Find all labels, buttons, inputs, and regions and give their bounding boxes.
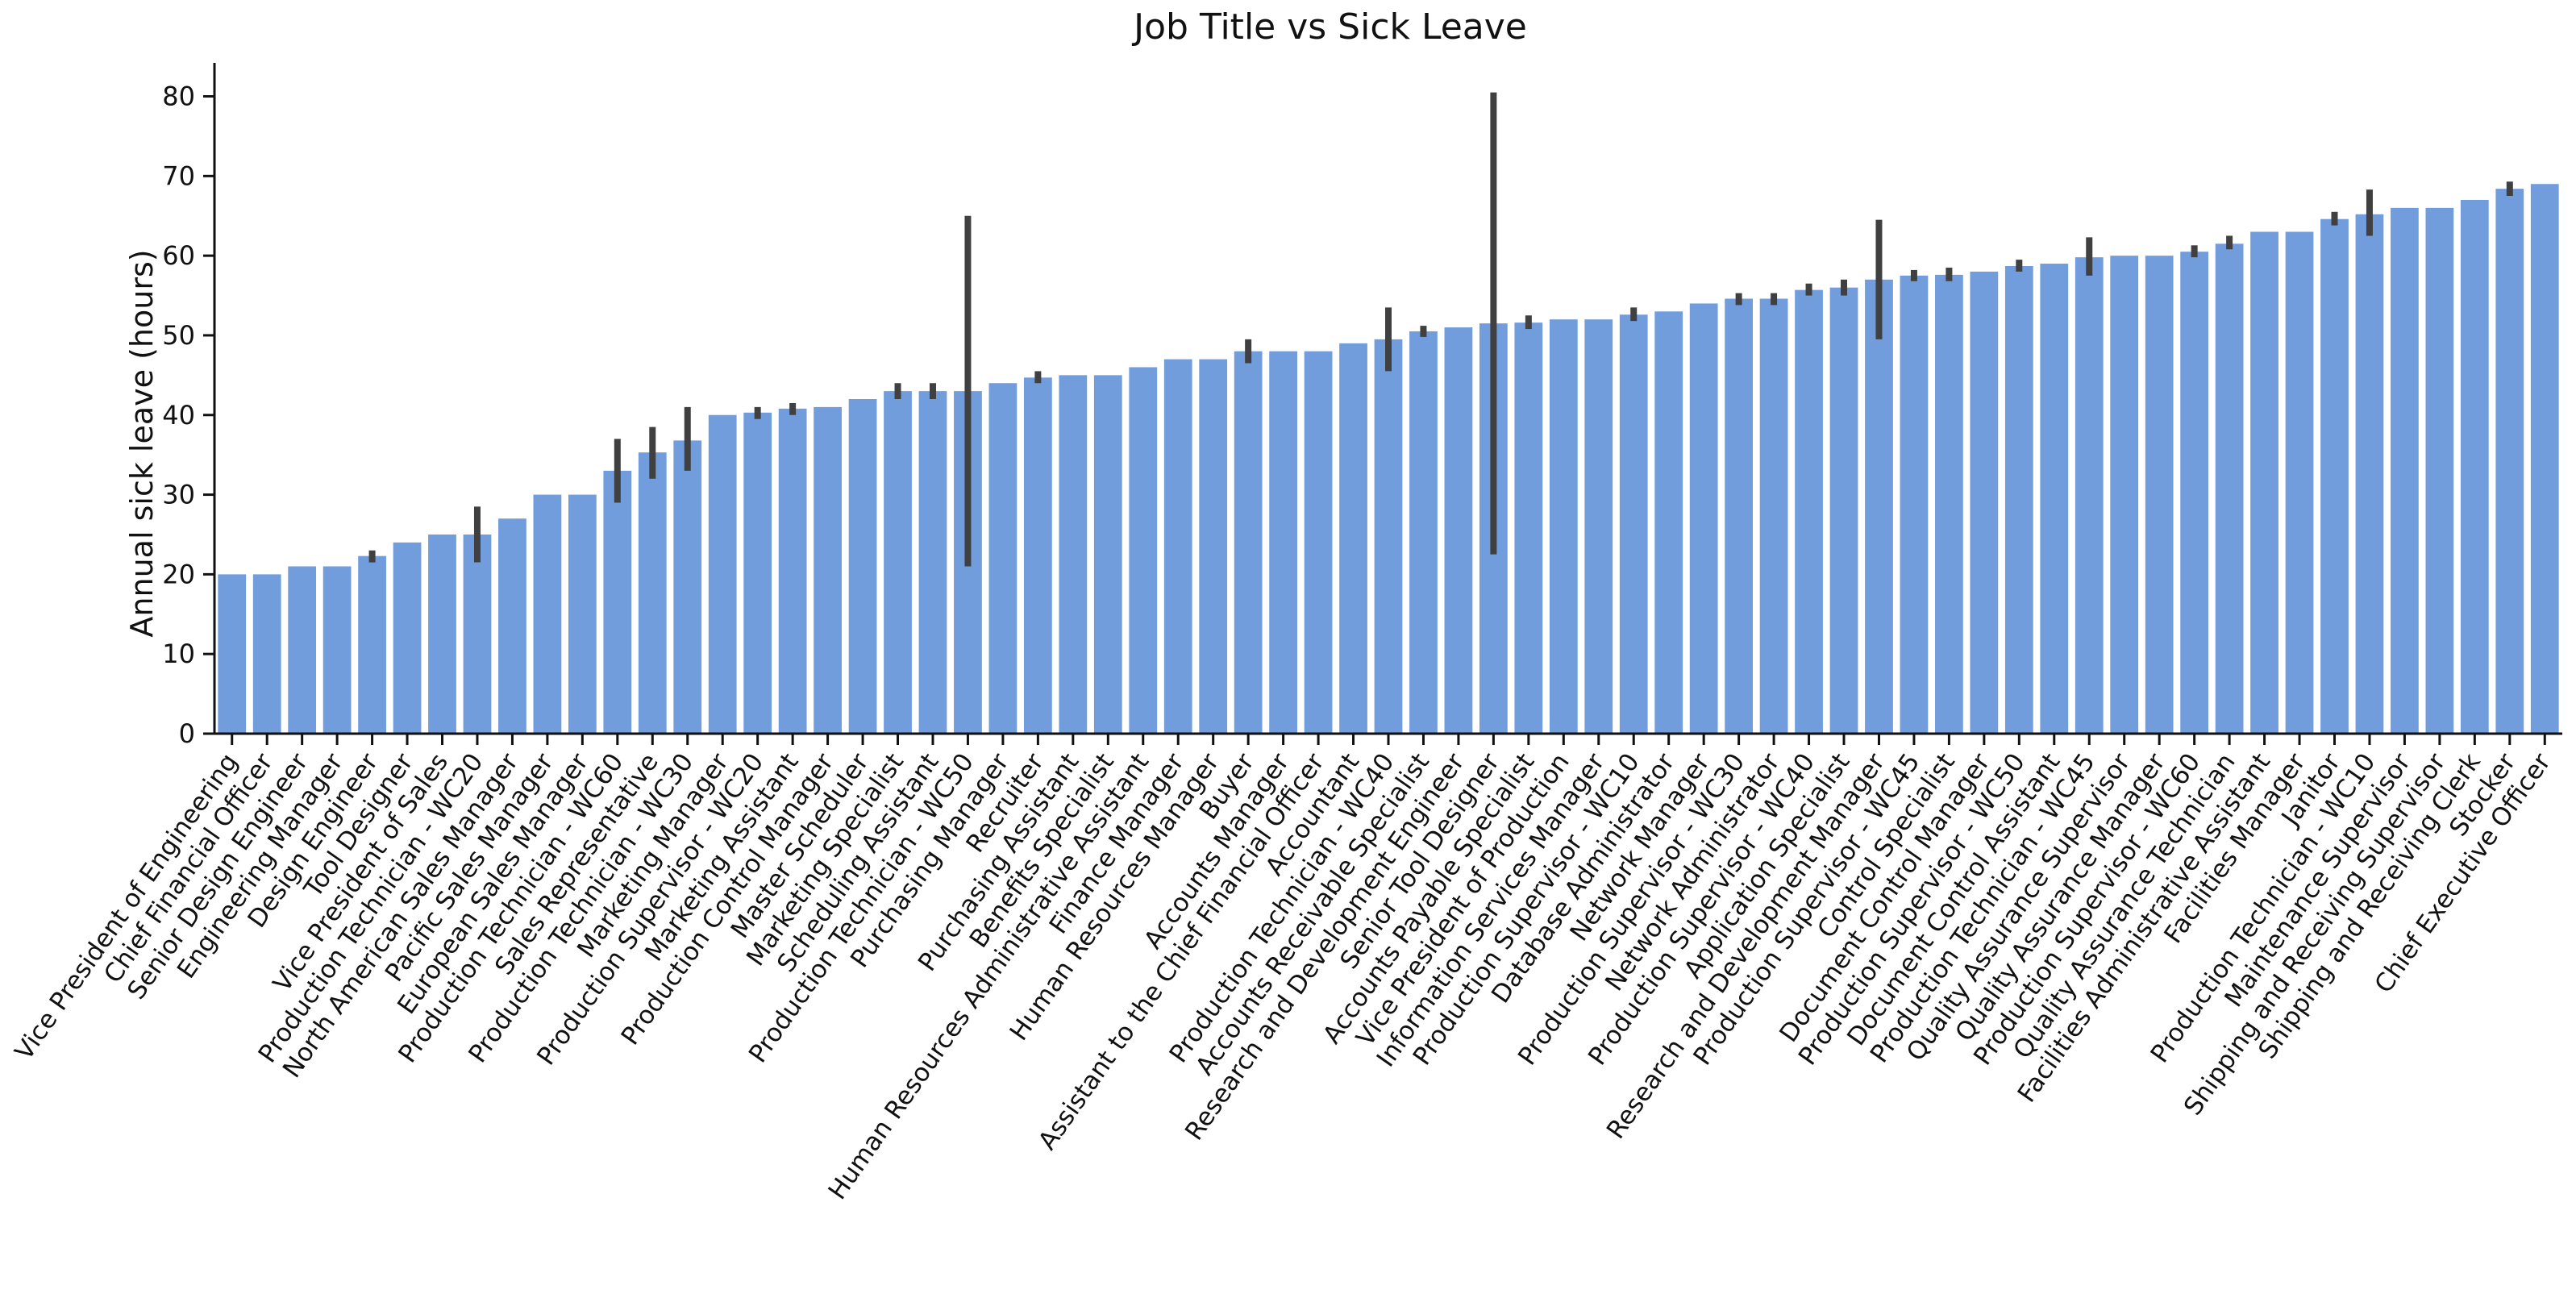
bar xyxy=(358,555,386,734)
bar xyxy=(1269,351,1297,734)
bar xyxy=(288,566,317,734)
y-tick-label: 0 xyxy=(179,718,195,749)
bar xyxy=(884,391,912,734)
bar xyxy=(778,408,807,734)
bar xyxy=(1163,359,1192,734)
bar xyxy=(2215,243,2244,734)
bars-group xyxy=(218,184,2559,734)
bar xyxy=(2391,207,2419,734)
bar xyxy=(1689,303,1718,734)
bar xyxy=(1795,289,1823,734)
y-tick-label: 30 xyxy=(162,480,195,510)
bar xyxy=(2004,265,2033,734)
bar xyxy=(1444,327,1473,734)
bar xyxy=(2110,256,2139,734)
y-ticks-group: 0 10 20 30 40 50 60 70 80 xyxy=(162,81,214,749)
bar xyxy=(218,574,247,734)
bar xyxy=(1409,331,1438,734)
bar xyxy=(638,452,667,734)
bar xyxy=(2355,214,2384,734)
bar xyxy=(1900,275,1929,734)
chart-title: Job Title vs Sick Leave xyxy=(1131,6,1527,48)
bar xyxy=(1093,375,1122,734)
bar xyxy=(2180,252,2209,734)
bar xyxy=(1725,298,1754,734)
bar xyxy=(428,534,456,734)
bar xyxy=(1970,271,1999,734)
bar xyxy=(2250,231,2278,734)
bar xyxy=(1339,343,1367,734)
y-tick-label: 60 xyxy=(162,240,195,271)
bar xyxy=(1865,279,1893,734)
bar xyxy=(2460,199,2489,734)
y-tick-label: 10 xyxy=(162,639,195,669)
bar xyxy=(1059,375,1088,734)
bar xyxy=(743,412,772,734)
bar xyxy=(1549,319,1578,734)
bar xyxy=(498,518,526,734)
bar xyxy=(988,383,1017,734)
bar xyxy=(1234,351,1263,734)
bar xyxy=(1514,322,1543,734)
bar xyxy=(2495,189,2524,734)
bar xyxy=(393,542,422,734)
bar xyxy=(1199,359,1228,734)
bar xyxy=(1829,287,1858,734)
bar xyxy=(848,399,877,734)
bar xyxy=(2530,184,2559,734)
bar xyxy=(1759,298,1788,734)
bar xyxy=(2320,218,2349,734)
bar xyxy=(1129,367,1158,734)
bar xyxy=(814,406,842,734)
bar xyxy=(2285,231,2314,734)
y-axis-label: Annual sick leave (hours) xyxy=(124,249,160,637)
bar xyxy=(708,414,737,734)
bar xyxy=(2075,257,2104,734)
y-tick-label: 70 xyxy=(162,160,195,191)
bar xyxy=(1304,351,1333,734)
bar xyxy=(1374,339,1403,734)
bar xyxy=(1654,311,1683,734)
bar xyxy=(252,574,281,734)
y-tick-label: 50 xyxy=(162,320,195,351)
bar xyxy=(1023,377,1052,734)
bar xyxy=(463,534,492,734)
bar xyxy=(673,440,702,734)
bar xyxy=(603,470,632,734)
bar xyxy=(918,391,947,734)
bar xyxy=(533,494,562,734)
error-bars-group xyxy=(368,92,2513,567)
bar xyxy=(568,494,597,734)
bar xyxy=(323,566,352,734)
bar xyxy=(1584,319,1613,734)
bar xyxy=(2145,256,2174,734)
bar xyxy=(1619,314,1648,734)
y-tick-label: 80 xyxy=(162,81,195,112)
y-tick-label: 20 xyxy=(162,559,195,589)
y-tick-label: 40 xyxy=(162,400,195,431)
bar xyxy=(2425,207,2454,734)
bar xyxy=(2040,264,2069,734)
bar xyxy=(1935,274,1963,734)
